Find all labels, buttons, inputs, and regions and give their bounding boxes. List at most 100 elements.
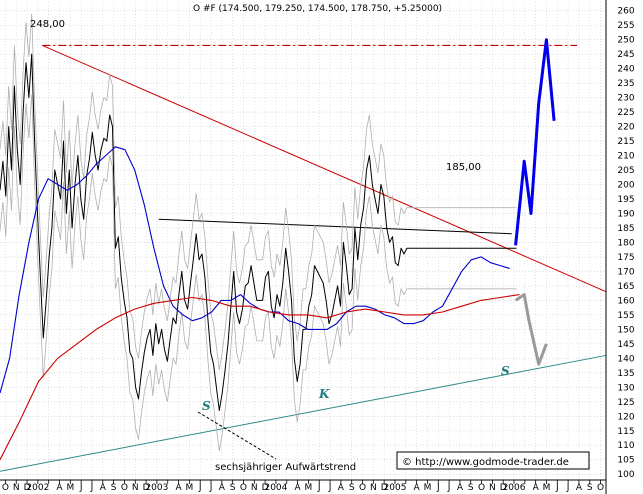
trendline-downtrend [42,44,607,293]
y-tick-label: 260 [617,7,634,17]
y-tick-label: 165 [617,282,634,292]
x-tick-label: 2003 [145,483,168,493]
right-shoulder-label: S [501,364,510,378]
y-tick-label: 250 [617,36,634,46]
y-tick-label: 190 [617,209,634,219]
y-tick-label: 150 [617,325,634,335]
trendline-neckline [158,218,512,235]
head-label: K [318,387,330,401]
x-tick-label: A [457,483,464,493]
x-tick-label: A [338,483,345,493]
x-tick-label: O [597,483,604,493]
series-moving-average [0,146,510,394]
x-tick-label: M [185,483,193,493]
x-tick-label: S [349,483,355,493]
y-tick-label: 170 [617,267,634,277]
y-tick-label: 110 [617,441,634,451]
y-tick-label: 160 [617,296,634,306]
x-tick-label: S [111,483,117,493]
x-tick-label: J [317,483,321,493]
x-tick-label: J [566,483,570,493]
y-tick-label: 120 [617,412,634,422]
y-tick-label: 130 [617,383,634,393]
x-tick-label: O [240,483,247,493]
y-tick-label: 180 [617,238,634,248]
x-tick-label: N [132,483,139,493]
x-tick-label: M [305,483,313,493]
x-tick-label: A [219,483,226,493]
series-moving-average [0,294,520,460]
x-tick-label: A [56,483,63,493]
series-forecast [514,293,548,366]
x-tick-label: J [79,483,83,493]
x-tick-label: A [175,483,182,493]
y-tick-label: 215 [617,137,634,147]
grid [0,2,606,480]
x-tick-label: M [66,483,74,493]
x-tick-label: A [100,483,107,493]
series-forecast [514,38,556,246]
series-lines [0,13,607,472]
x-tick-label: O [478,483,485,493]
y-tick-label: 200 [617,181,634,191]
x-tick-label: 2004 [264,483,287,493]
x-tick-label: N [251,483,258,493]
x-tick-label: J [90,483,94,493]
x-tick-label: N [489,483,496,493]
y-tick-label: 230 [617,94,634,104]
x-tick-label: 2005 [384,483,407,493]
x-tick-label: D [381,483,388,493]
copyright-box [396,451,590,470]
x-tick-label: J [436,483,440,493]
y-tick-label: 115 [617,427,634,437]
x-tick-label: A [295,483,302,493]
x-tick-label: S [230,483,236,493]
trend-label: sechsjähriger Aufwärtstrend [215,462,356,473]
x-tick-label: J [209,483,213,493]
x-tick-label: 2002 [26,483,49,493]
x-tick-label: N [370,483,377,493]
x-tick-label: D [262,483,269,493]
x-tick-label: A [414,483,421,493]
y-tick-label: 240 [617,65,634,75]
copyright-text: © http://www.godmode-trader.de [402,457,569,468]
high-label: 248,00 [30,19,65,30]
x-tick-label: D [24,483,31,493]
y-axis: 100 105 110 115 120 125 130 135 140 145 150 155 160 1… [605,0,635,494]
chart-title: O #F (174.500, 179.250, 174.500, 178.750… [193,4,442,14]
x-tick-label: M [543,483,551,493]
x-tick-label: J [328,483,332,493]
y-tick-label: 155 [617,311,634,321]
x-tick-label: O [2,483,9,493]
x-tick-label: A [576,483,583,493]
y-tick-label: 255 [617,21,634,31]
neckline-label: 185,00 [446,162,481,173]
x-tick-label: J [447,483,451,493]
x-tick-label: 2006 [503,483,526,493]
x-tick-label: O [359,483,366,493]
labels: O #F (174.500, 179.250, 174.500, 178.750… [30,4,590,473]
x-tick-label: D [500,483,507,493]
band-lower [0,94,517,452]
x-tick-label: J [198,483,202,493]
x-tick-label: J [555,483,559,493]
y-tick-label: 195 [617,195,634,205]
y-tick-label: 225 [617,108,634,118]
y-tick-label: 140 [617,354,634,364]
y-tick-label: 220 [617,123,634,133]
y-tick-label: 185 [617,224,634,234]
band-upper [0,13,517,370]
series-price [0,53,517,411]
y-tick-label: 175 [617,253,634,263]
x-tick-label: M [424,483,432,493]
trendline-uptrend [0,354,607,472]
y-tick-label: 105 [617,456,634,466]
y-tick-label: 235 [617,79,634,89]
y-tick-label: 245 [617,50,634,60]
y-tick-label: 205 [617,166,634,176]
y-tick-label: 125 [617,398,634,408]
x-tick-label: S [468,483,474,493]
x-tick-label: S [587,483,593,493]
